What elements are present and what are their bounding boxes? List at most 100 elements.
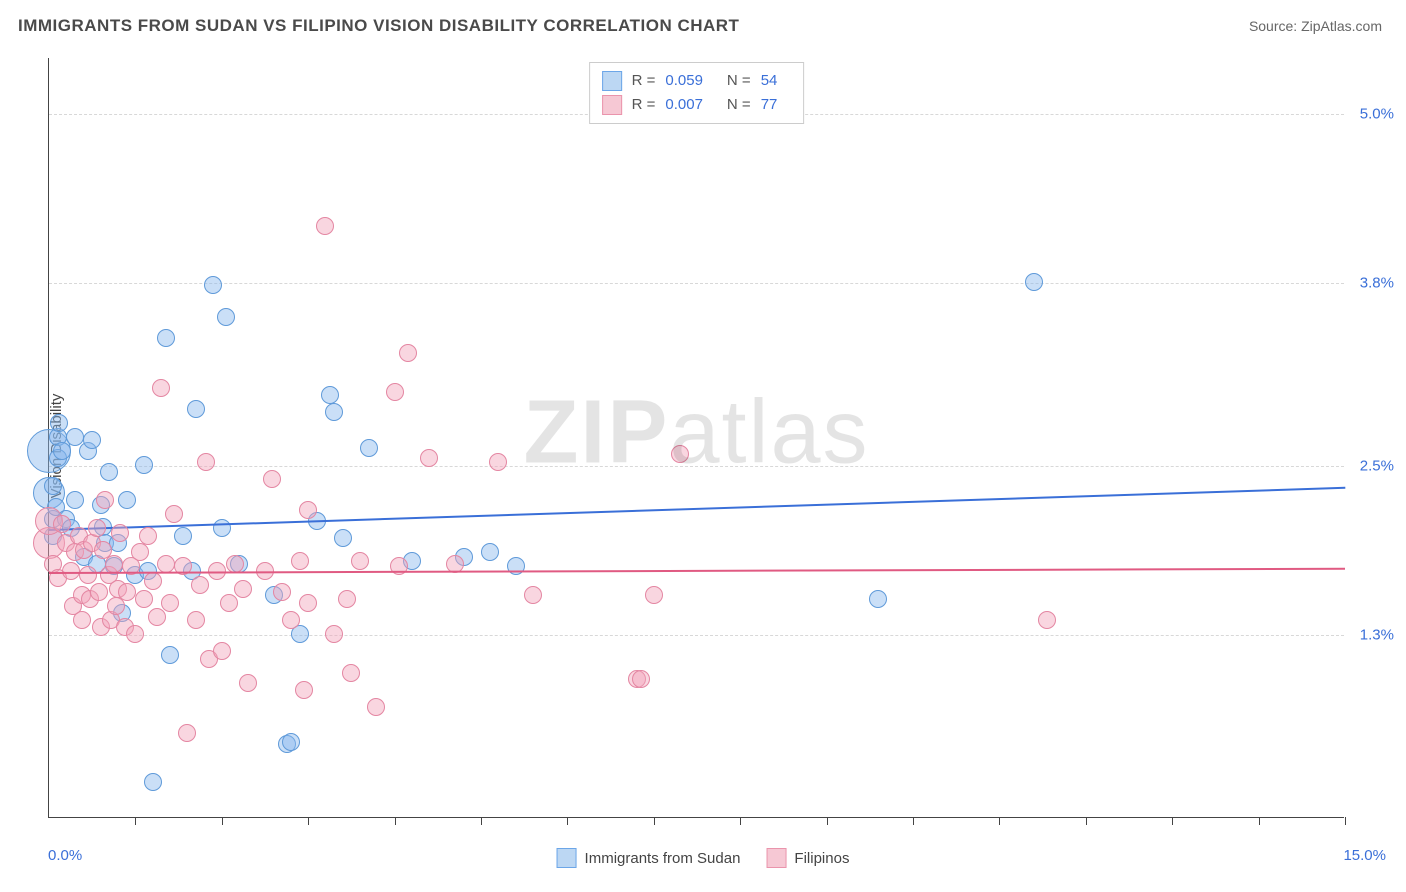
source-label: Source:	[1249, 18, 1297, 34]
data-point	[420, 449, 438, 467]
data-point	[295, 681, 313, 699]
data-point	[671, 445, 689, 463]
n-label: N =	[727, 69, 751, 93]
data-point	[187, 611, 205, 629]
legend-label: Filipinos	[794, 850, 849, 867]
data-point	[96, 491, 114, 509]
data-point	[44, 477, 62, 495]
gridline	[49, 635, 1344, 636]
r-value: 0.007	[665, 93, 703, 117]
x-tick	[1259, 817, 1260, 825]
y-tick-label: 2.5%	[1350, 458, 1394, 475]
x-tick	[1345, 817, 1346, 825]
x-axis-min-label: 0.0%	[48, 847, 82, 864]
r-value: 0.059	[665, 69, 703, 93]
r-label: R =	[632, 69, 656, 93]
data-point	[325, 625, 343, 643]
x-tick	[395, 817, 396, 825]
data-point	[62, 562, 80, 580]
data-point	[191, 576, 209, 594]
x-tick	[827, 817, 828, 825]
data-point	[118, 491, 136, 509]
data-point	[273, 583, 291, 601]
data-point	[161, 646, 179, 664]
data-point	[338, 590, 356, 608]
data-point	[234, 580, 252, 598]
data-point	[161, 594, 179, 612]
data-point	[111, 524, 129, 542]
data-point	[144, 773, 162, 791]
data-point	[645, 586, 663, 604]
data-point	[239, 674, 257, 692]
data-point	[152, 379, 170, 397]
source-attribution: Source: ZipAtlas.com	[1249, 18, 1382, 34]
r-label: R =	[632, 93, 656, 117]
data-point	[197, 453, 215, 471]
data-point	[131, 543, 149, 561]
legend-label: Immigrants from Sudan	[585, 850, 741, 867]
data-point	[88, 519, 106, 537]
data-point	[144, 572, 162, 590]
data-point	[360, 439, 378, 457]
data-point	[53, 515, 71, 533]
data-point	[334, 529, 352, 547]
data-point	[174, 527, 192, 545]
x-tick	[740, 817, 741, 825]
swatch-icon	[602, 71, 622, 91]
data-point	[342, 664, 360, 682]
data-point	[126, 625, 144, 643]
y-tick-label: 5.0%	[1350, 106, 1394, 123]
x-tick	[1172, 817, 1173, 825]
data-point	[187, 400, 205, 418]
data-point	[321, 386, 339, 404]
n-value: 77	[761, 93, 778, 117]
data-point	[299, 501, 317, 519]
data-point	[165, 505, 183, 523]
trend-line	[49, 487, 1345, 531]
y-tick-label: 1.3%	[1350, 627, 1394, 644]
x-tick	[654, 817, 655, 825]
data-point	[220, 594, 238, 612]
data-point	[524, 586, 542, 604]
legend-row: R = 0.059 N = 54	[602, 69, 792, 93]
y-tick-label: 3.8%	[1350, 275, 1394, 292]
source-name: ZipAtlas.com	[1301, 18, 1382, 34]
chart-title: IMMIGRANTS FROM SUDAN VS FILIPINO VISION…	[18, 16, 739, 36]
n-label: N =	[727, 93, 751, 117]
swatch-icon	[602, 95, 622, 115]
x-tick	[222, 817, 223, 825]
gridline	[49, 466, 1344, 467]
data-point	[178, 724, 196, 742]
x-tick	[999, 817, 1000, 825]
data-point	[73, 611, 91, 629]
data-point	[100, 463, 118, 481]
data-point	[367, 698, 385, 716]
data-point	[135, 590, 153, 608]
data-point	[291, 552, 309, 570]
legend-item: Filipinos	[766, 848, 849, 868]
data-point	[105, 555, 123, 573]
legend-series: Immigrants from Sudan Filipinos	[557, 848, 850, 868]
legend-row: R = 0.007 N = 77	[602, 93, 792, 117]
legend-stats: R = 0.059 N = 54 R = 0.007 N = 77	[589, 62, 805, 124]
legend-item: Immigrants from Sudan	[557, 848, 741, 868]
data-point	[325, 403, 343, 421]
data-point	[1038, 611, 1056, 629]
data-point	[90, 583, 108, 601]
data-point	[83, 431, 101, 449]
data-point	[282, 733, 300, 751]
data-point	[135, 456, 153, 474]
data-point	[66, 491, 84, 509]
data-point	[399, 344, 417, 362]
data-point	[386, 383, 404, 401]
data-point	[263, 470, 281, 488]
data-point	[226, 555, 244, 573]
data-point	[118, 583, 136, 601]
data-point	[351, 552, 369, 570]
data-point	[869, 590, 887, 608]
n-value: 54	[761, 69, 778, 93]
data-point	[204, 276, 222, 294]
x-tick	[1086, 817, 1087, 825]
data-point	[481, 543, 499, 561]
data-point	[489, 453, 507, 471]
